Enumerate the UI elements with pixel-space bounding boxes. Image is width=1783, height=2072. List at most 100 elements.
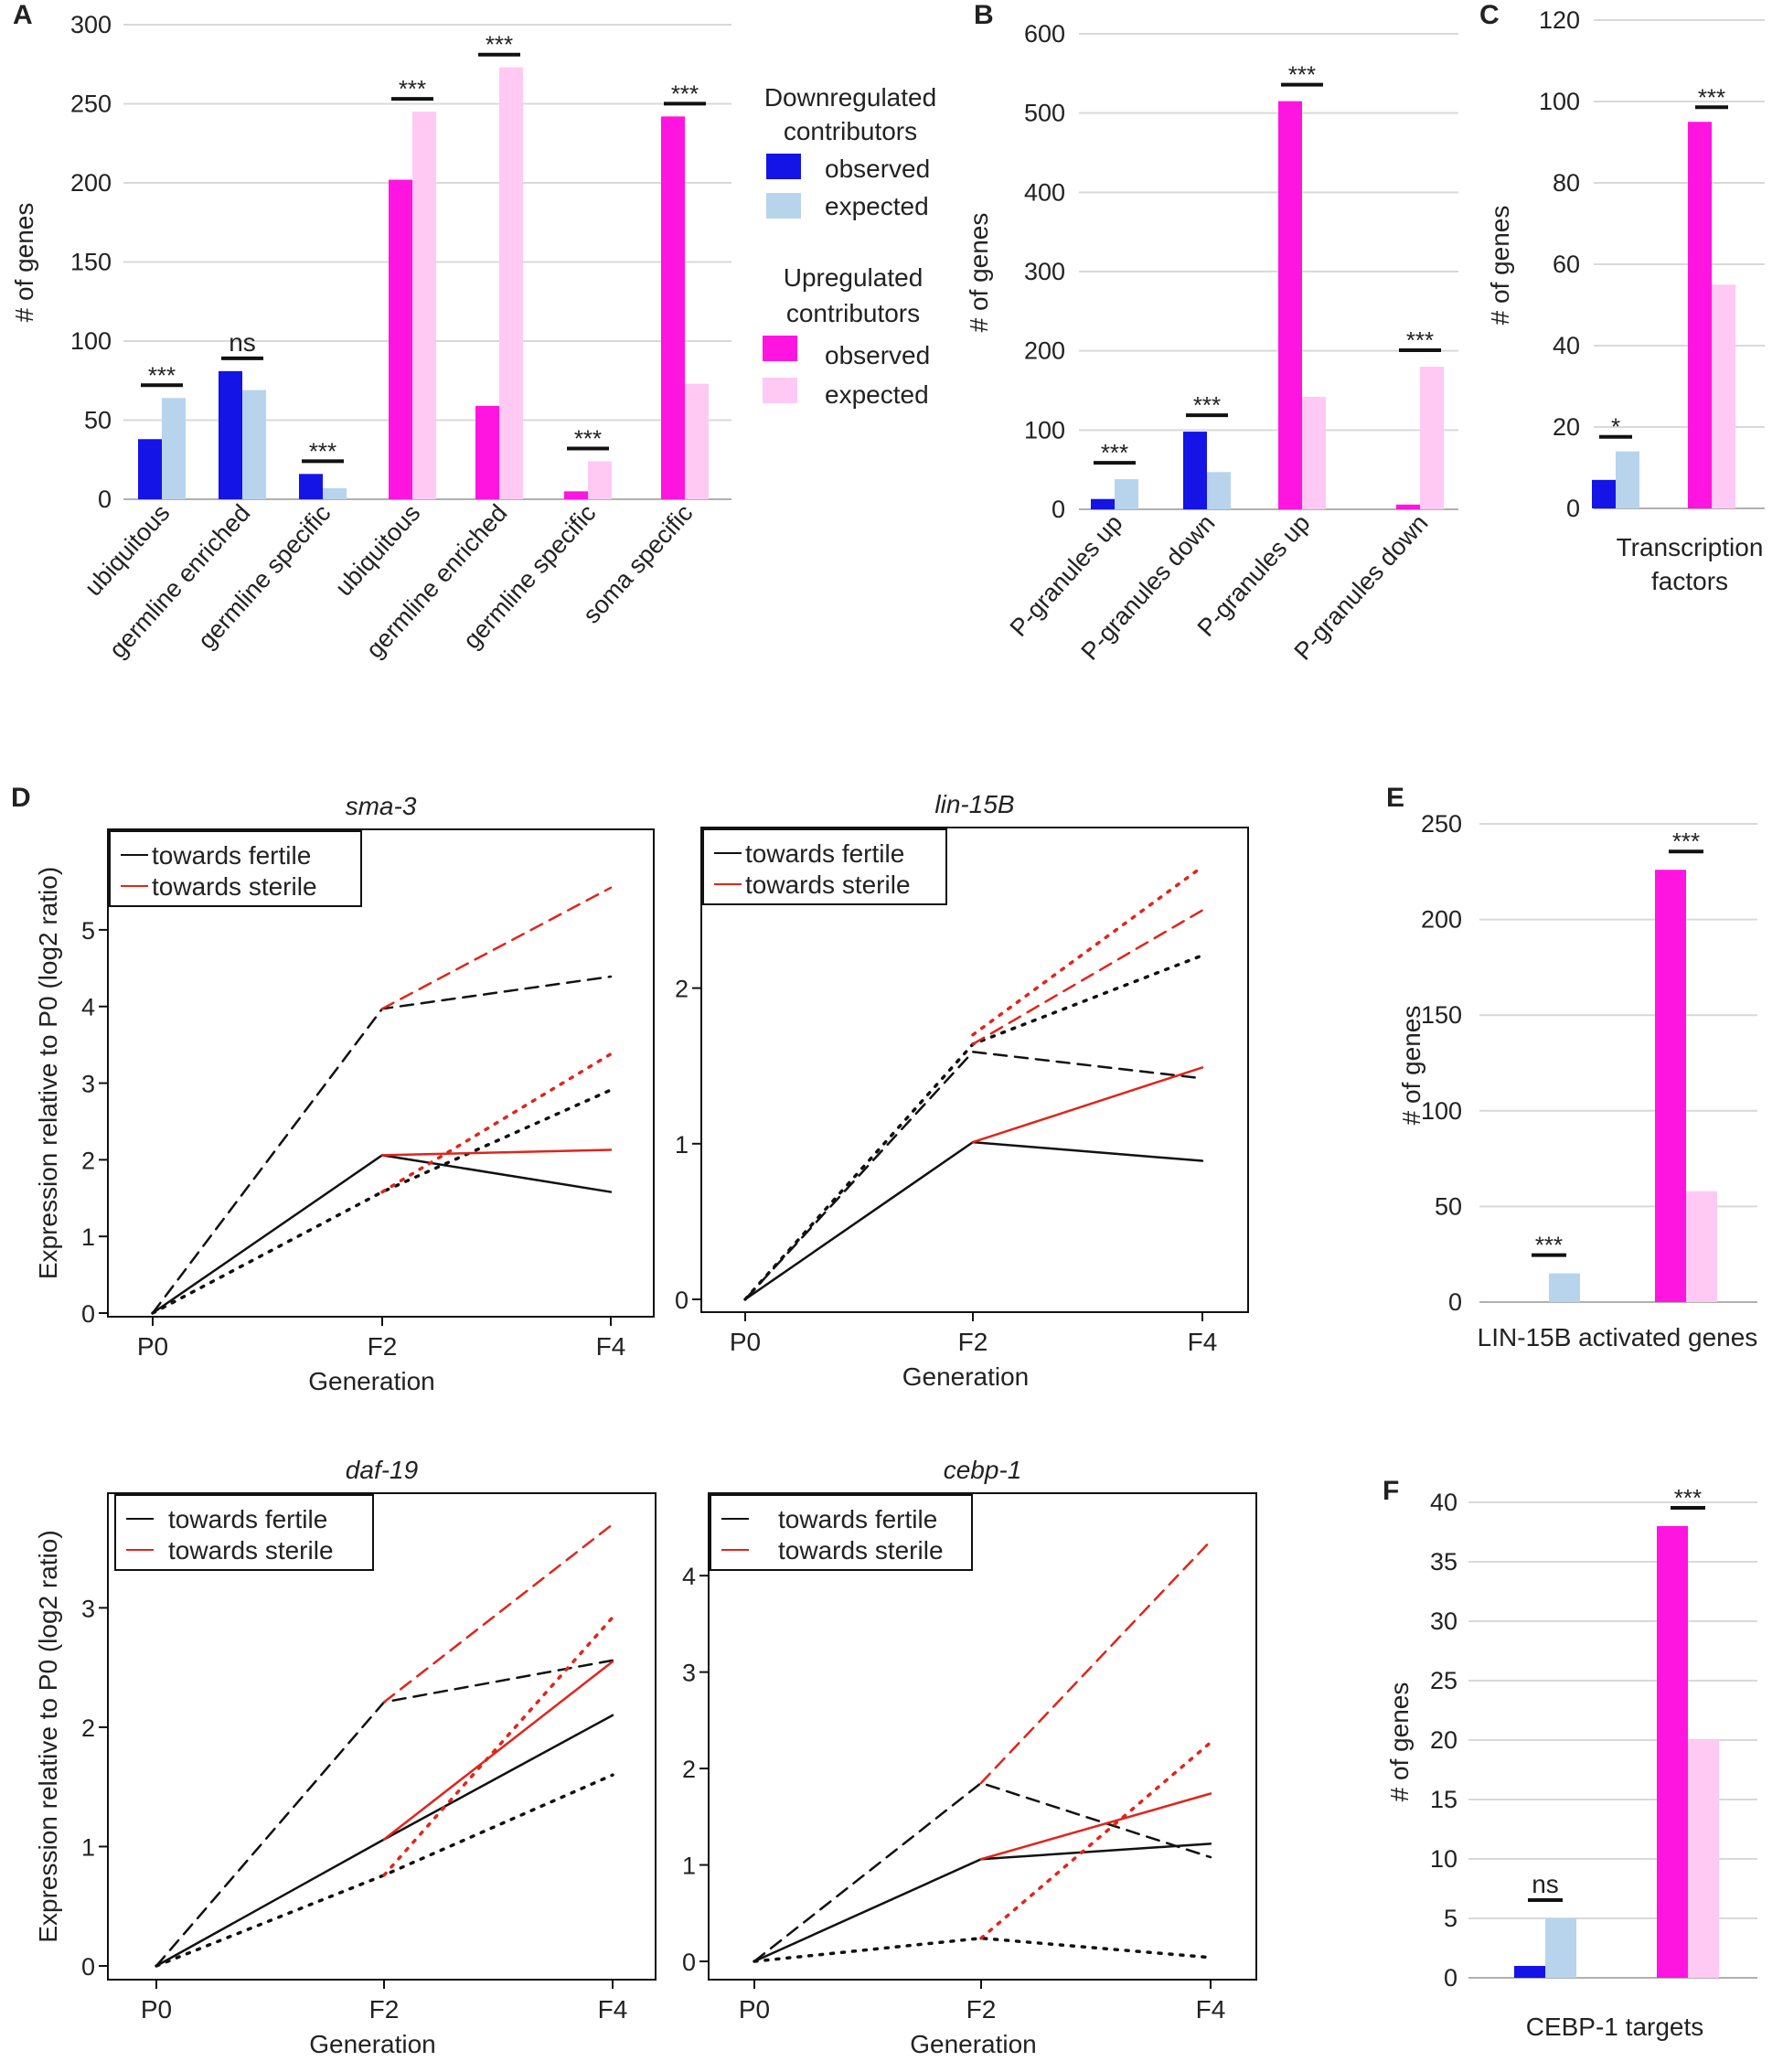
- legend-box: [702, 828, 947, 905]
- y-tick-label: 0: [682, 1949, 696, 1976]
- y-tick-label: 0: [98, 486, 112, 513]
- y-tick-label: 100: [1539, 88, 1580, 115]
- significance-label: ***: [1406, 326, 1434, 354]
- bar-observed: [1396, 504, 1420, 509]
- x-tick-label: F4: [1188, 1328, 1218, 1356]
- y-tick-label: 1: [682, 1853, 696, 1880]
- panel-a-legend: Downregulated contributors observed expecte…: [763, 83, 936, 409]
- y-tick-label: 120: [1539, 6, 1580, 34]
- panel-letter: F: [1383, 1476, 1399, 1506]
- y-tick-label: 2: [675, 976, 689, 1003]
- legend-label-sterile: towards sterile: [778, 1536, 944, 1565]
- bar-observed: [1592, 479, 1616, 508]
- significance-label: ***: [309, 437, 336, 465]
- series-line: [151, 1088, 613, 1315]
- bar-observed: [299, 474, 323, 499]
- legend-label-sterile: towards sterile: [168, 1536, 334, 1565]
- series-line: [743, 954, 1204, 1301]
- legend-label-observed: observed: [825, 155, 930, 183]
- y-tick-label: 200: [70, 169, 112, 197]
- x-tick-label: F4: [596, 1332, 626, 1361]
- x-category-label: germline enriched: [104, 499, 256, 664]
- bar-observed: [564, 491, 588, 499]
- y-tick-label: 2: [682, 1756, 696, 1783]
- significance-label: ***: [486, 31, 513, 59]
- significance-label: ***: [1674, 1484, 1702, 1511]
- bar-expected: [323, 487, 347, 499]
- series-line: [382, 1522, 614, 1704]
- x-axis-label: Transcription: [1617, 533, 1764, 561]
- y-axis-label: # of genes: [1486, 206, 1514, 326]
- series-line: [971, 909, 1204, 1046]
- x-tick-label: P0: [137, 1332, 168, 1361]
- series-line: [155, 1659, 614, 1968]
- x-tick-label: F2: [368, 1332, 398, 1361]
- significance-label: ***: [671, 80, 699, 107]
- legend-title-up: contributors: [786, 299, 920, 327]
- x-tick-label: P0: [730, 1328, 761, 1356]
- significance-label: ***: [1193, 391, 1221, 419]
- bar-expected: [1549, 1273, 1580, 1302]
- significance-label: ***: [399, 75, 426, 102]
- y-tick-label: 80: [1553, 169, 1580, 197]
- bar-expected: [1688, 1740, 1719, 1978]
- series-line: [382, 1616, 614, 1877]
- series-line: [380, 1148, 613, 1157]
- y-tick-label: 20: [1430, 1726, 1457, 1754]
- y-tick-label: 3: [682, 1660, 696, 1687]
- bar-observed: [1183, 432, 1207, 509]
- legend-box: [114, 1494, 374, 1571]
- legend-label-fertile: towards fertile: [152, 841, 311, 870]
- x-axis-label: Generation: [308, 1367, 435, 1395]
- y-tick-label: 35: [1430, 1548, 1457, 1575]
- legend-label-expected: expected: [825, 380, 929, 409]
- bar-expected: [1302, 396, 1326, 509]
- y-tick-label: 40: [1430, 1489, 1457, 1516]
- y-axis-label: # of genes: [10, 203, 38, 323]
- x-axis-label: factors: [1651, 567, 1728, 595]
- bar-expected: [242, 390, 266, 499]
- y-tick-label: 150: [1421, 1001, 1462, 1029]
- bar-expected: [1545, 1918, 1576, 1978]
- y-tick-label: 15: [1430, 1786, 1457, 1813]
- panel-d-lin15b-line-chart: lin-15B 0 1 2 P0 F2 F4 Generation towards fertil…: [675, 790, 1249, 1391]
- legend-swatch-up-observed: [763, 336, 797, 361]
- series-line: [971, 1066, 1204, 1144]
- panel-e-bar-chart: 0 50 100 150 200 250 # of genes *** *** LIN-15B a…: [1397, 810, 1757, 1351]
- y-tick-label: 5: [1444, 1905, 1457, 1932]
- bar-expected: [162, 398, 186, 499]
- y-tick-label: 3: [81, 1595, 95, 1622]
- series-line: [753, 1936, 1212, 1963]
- y-tick-label: 250: [1421, 810, 1462, 838]
- chart-title: sma-3: [346, 792, 417, 820]
- panel-d-daf19-line-chart: daf-19 0 1 2 3 P0 F2 F4 Generation Expression rel…: [34, 1456, 657, 2058]
- series-line: [151, 975, 613, 1315]
- bar-expected: [499, 67, 523, 500]
- y-tick-label: 0: [81, 1300, 95, 1328]
- panel-letters: A B C D E F: [11, 0, 1500, 1506]
- y-tick-label: 200: [1024, 337, 1065, 365]
- plot-frame: [708, 1492, 1257, 1981]
- legend-label-fertile: towards fertile: [168, 1505, 327, 1533]
- legend-swatch-up-expected: [763, 378, 797, 403]
- y-tick-label: 1: [81, 1223, 95, 1251]
- y-tick-label: 4: [81, 994, 95, 1021]
- y-tick-label: 2: [81, 1714, 95, 1742]
- x-category-label: ubiquitous: [330, 499, 426, 602]
- legend-box: [710, 1494, 973, 1571]
- x-axis-label: LIN-15B activated genes: [1478, 1323, 1758, 1351]
- significance-label: ***: [1698, 83, 1725, 111]
- panel-f-bar-chart: 0 5 10 15 20 25 30 35 40 # of genes ns *** CEBP-1 ta…: [1385, 1484, 1757, 2041]
- plot-frame: [107, 828, 655, 1318]
- bar-observed: [661, 116, 685, 499]
- bar-observed: [1655, 870, 1686, 1302]
- panel-letter: E: [1386, 783, 1404, 813]
- bar-observed: [1278, 101, 1302, 510]
- x-tick-label: F2: [958, 1328, 988, 1356]
- chart-title: cebp-1: [944, 1456, 1022, 1484]
- significance-label: ns: [1532, 1870, 1559, 1898]
- panel-d-cebp1-line-chart: cebp-1 0 1 2 3 4 P0 F2 F4 Generation towards ferti…: [682, 1456, 1257, 2058]
- series-line: [979, 1539, 1212, 1785]
- series-line: [753, 1842, 1212, 1963]
